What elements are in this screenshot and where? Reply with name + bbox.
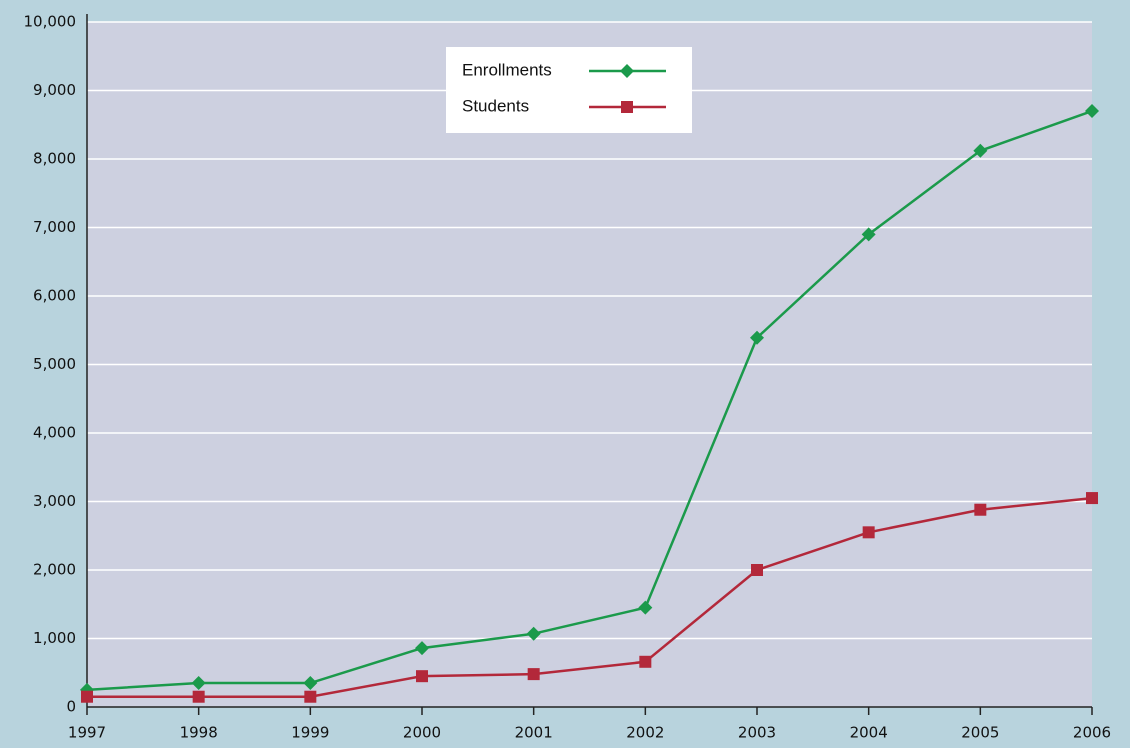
data-point — [750, 330, 764, 345]
x-tick-label: 1997 — [68, 724, 106, 742]
data-point — [974, 503, 987, 516]
data-point — [1086, 492, 1098, 505]
data-point — [973, 143, 988, 158]
data-point — [862, 526, 875, 539]
x-tick-label: 2001 — [515, 724, 553, 742]
y-tick-label: 4,000 — [33, 424, 76, 442]
y-tick-label: 6,000 — [33, 287, 76, 305]
y-tick-label: 8,000 — [33, 150, 76, 168]
legend-marker — [621, 101, 633, 113]
y-tick-label: 5,000 — [33, 355, 76, 373]
series-line — [87, 496, 1093, 698]
x-tick-label: 2004 — [850, 724, 888, 742]
data-point — [638, 600, 653, 615]
data-point — [192, 690, 205, 703]
x-tick-label: 2002 — [626, 724, 664, 742]
y-tick-label: 9,000 — [33, 81, 76, 99]
legend-label: Enrollments — [462, 60, 552, 79]
x-tick-label: 2005 — [961, 724, 999, 742]
data-point — [751, 564, 763, 576]
y-tick-label: 3,000 — [33, 492, 76, 510]
y-tick-label: 1,000 — [33, 629, 76, 647]
data-point — [861, 227, 876, 242]
data-point — [81, 690, 93, 703]
legend-label: Students — [462, 96, 529, 115]
y-tick-label: 2,000 — [33, 561, 76, 579]
data-point — [526, 626, 541, 641]
x-tick-label: 2003 — [738, 724, 776, 742]
y-tick-label: 7,000 — [33, 218, 76, 236]
y-tick-label: 10,000 — [24, 13, 77, 31]
data-point — [304, 690, 317, 703]
x-tick-label: 2000 — [403, 724, 441, 742]
data-point — [416, 670, 428, 683]
x-tick-label: 1998 — [180, 724, 218, 742]
x-tick-label: 1999 — [291, 724, 329, 742]
data-point — [303, 676, 318, 691]
data-point — [527, 668, 540, 681]
x-tick-label: 2006 — [1073, 724, 1111, 742]
data-point — [639, 655, 652, 668]
data-point — [1085, 104, 1099, 119]
legend-box — [446, 47, 692, 133]
data-point — [415, 641, 429, 656]
series-line — [86, 109, 1093, 692]
y-tick-label: 0 — [66, 698, 76, 716]
data-point — [191, 676, 206, 691]
legend: Enrollments Students — [446, 47, 692, 133]
legend-marker — [620, 64, 634, 78]
